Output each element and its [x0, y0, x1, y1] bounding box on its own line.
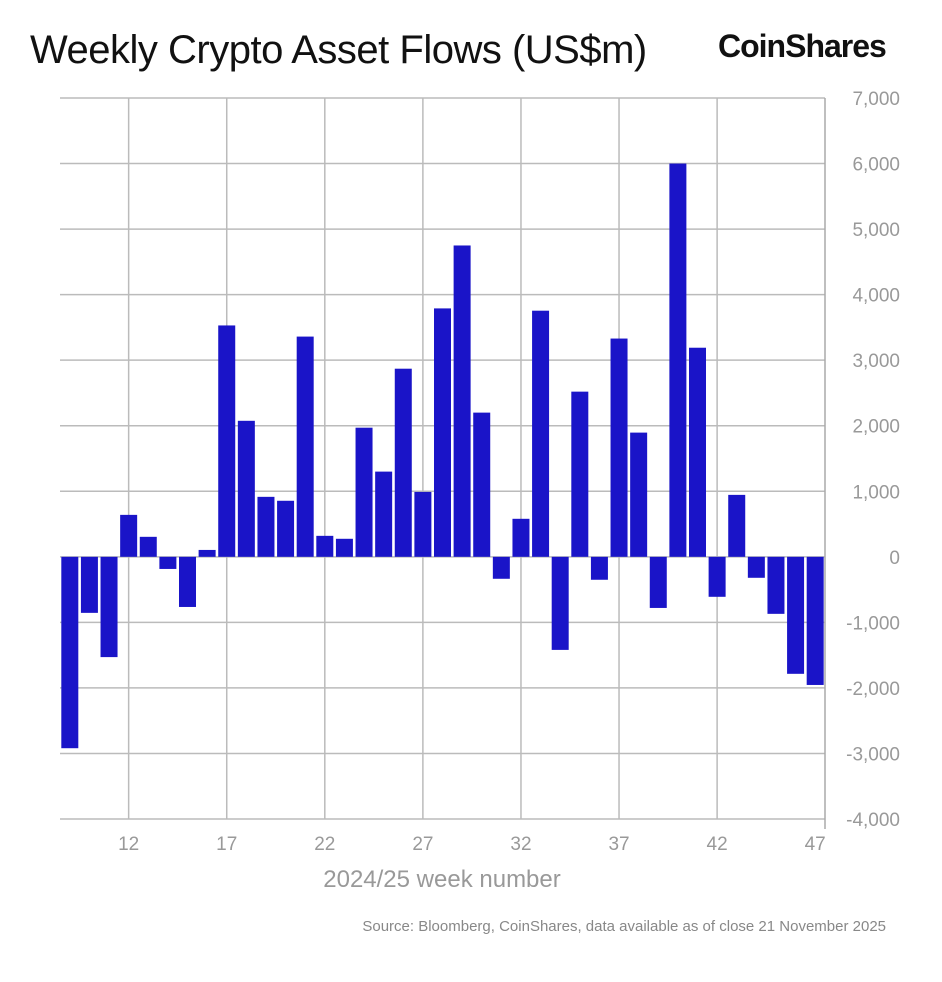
bar-week-45 — [767, 556, 785, 614]
bar-week-36 — [590, 556, 608, 580]
bar-week-14 — [159, 556, 177, 569]
bar-week-16 — [198, 549, 216, 557]
bar-week-30 — [473, 412, 491, 557]
chart-title: Weekly Crypto Asset Flows (US$m) — [30, 28, 647, 72]
x-tick-label: 17 — [216, 834, 237, 855]
x-tick-label: 12 — [118, 834, 139, 855]
x-tick-label: 22 — [314, 834, 335, 855]
bar-week-43 — [728, 494, 746, 557]
bar-week-21 — [296, 336, 314, 557]
x-tick-label: 27 — [412, 834, 433, 855]
bar-week-13 — [139, 536, 157, 557]
y-tick-label: 7,000 — [852, 89, 900, 110]
bar-week-39 — [649, 556, 667, 608]
x-tick-label: 47 — [805, 834, 826, 855]
bar-week-9 — [61, 556, 79, 749]
bar-week-12 — [120, 514, 138, 557]
bar-week-33 — [532, 310, 550, 557]
bar-week-37 — [610, 338, 628, 557]
y-tick-label: -2,000 — [846, 679, 900, 700]
bar-week-25 — [375, 471, 393, 557]
bar-week-42 — [708, 556, 726, 597]
y-tick-label: -1,000 — [846, 613, 900, 634]
y-tick-label: 3,000 — [852, 351, 900, 372]
bar-week-40 — [669, 163, 687, 557]
bar-week-10 — [80, 556, 98, 613]
bar-week-38 — [630, 432, 648, 557]
bar-week-24 — [355, 427, 373, 557]
y-tick-label: 5,000 — [852, 220, 900, 241]
bar-week-35 — [571, 391, 589, 557]
y-tick-label: 6,000 — [852, 155, 900, 176]
bar-week-46 — [787, 556, 805, 674]
x-tick-label: 42 — [707, 834, 728, 855]
bar-week-29 — [453, 245, 471, 557]
bar-week-15 — [179, 556, 196, 607]
bar-week-22 — [316, 535, 334, 557]
source-note: Source: Bloomberg, CoinShares, data avai… — [362, 918, 886, 935]
y-tick-label: 1,000 — [852, 482, 900, 503]
bar-week-19 — [257, 496, 275, 557]
bar-week-11 — [100, 556, 118, 658]
coinshares-logo: CoinShares — [718, 28, 887, 64]
y-tick-label: 2,000 — [852, 417, 900, 438]
bar-week-41 — [689, 347, 706, 557]
bar-week-34 — [551, 556, 569, 650]
bar-week-32 — [512, 518, 530, 557]
x-tick-label: 32 — [510, 834, 531, 855]
bar-week-31 — [492, 556, 510, 579]
y-tick-label: -3,000 — [846, 744, 900, 765]
x-tick-label: 37 — [608, 834, 629, 855]
bar-week-23 — [335, 538, 353, 557]
bar-week-44 — [747, 556, 765, 578]
y-tick-label: -4,000 — [846, 810, 900, 831]
y-tick-label: 0 — [889, 548, 900, 569]
bar-week-18 — [237, 420, 255, 557]
bar-week-27 — [414, 491, 432, 557]
bar-week-20 — [277, 500, 295, 557]
y-tick-label: 4,000 — [852, 286, 900, 307]
bar-week-17 — [218, 325, 236, 557]
bar-week-47 — [806, 556, 824, 685]
x-axis-label: 2024/25 week number — [323, 866, 561, 893]
bar-week-26 — [394, 368, 412, 557]
bar-week-28 — [434, 308, 451, 557]
